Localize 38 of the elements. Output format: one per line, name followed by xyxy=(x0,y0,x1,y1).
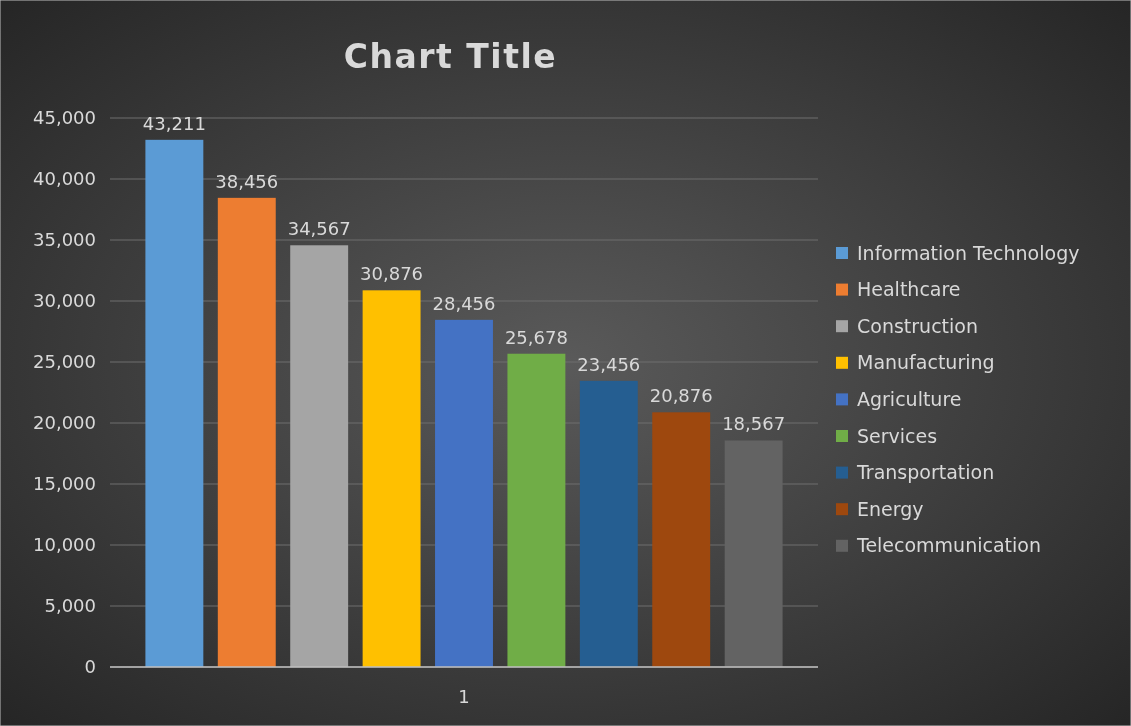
x-tick-label: 1 xyxy=(458,686,470,707)
legend-label: Energy xyxy=(857,497,924,520)
legend-label: Transportation xyxy=(856,461,995,484)
bar xyxy=(579,380,638,667)
y-tick-label: 25,000 xyxy=(33,351,96,373)
data-label: 18,567 xyxy=(722,413,786,435)
y-tick-label: 40,000 xyxy=(33,168,96,190)
y-tick-label: 20,000 xyxy=(33,412,96,434)
bar xyxy=(652,412,711,667)
y-tick-label: 15,000 xyxy=(33,473,96,495)
data-label: 34,567 xyxy=(287,218,351,240)
legend-label: Construction xyxy=(857,314,978,337)
y-tick-label: 5,000 xyxy=(44,595,96,617)
y-tick-label: 0 xyxy=(84,656,96,678)
data-label: 38,456 xyxy=(215,170,279,192)
data-label: 28,456 xyxy=(432,292,496,314)
bar xyxy=(435,319,493,667)
data-label: 30,876 xyxy=(360,263,424,285)
bar xyxy=(145,139,204,667)
y-tick-label: 10,000 xyxy=(33,534,96,556)
y-tick-label: 45,000 xyxy=(33,107,96,129)
legend-label: Manufacturing xyxy=(857,351,995,374)
legend-label: Healthcare xyxy=(857,278,961,301)
legend-label: Services xyxy=(857,424,938,447)
data-label: 25,678 xyxy=(504,326,568,348)
y-tick-label: 35,000 xyxy=(33,229,96,251)
bar xyxy=(217,197,276,667)
data-label: 23,456 xyxy=(577,353,641,375)
y-tick-label: 30,000 xyxy=(33,290,96,312)
bar xyxy=(362,290,421,667)
bar xyxy=(507,353,566,667)
chart-title: Chart Title xyxy=(343,37,558,76)
bar xyxy=(290,245,349,667)
legend-label: Telecommunication xyxy=(856,534,1041,557)
data-label: 43,211 xyxy=(142,112,206,134)
legend-label: Information Technology xyxy=(857,241,1080,264)
legend-label: Agriculture xyxy=(857,388,962,411)
data-label: 20,876 xyxy=(649,385,713,407)
